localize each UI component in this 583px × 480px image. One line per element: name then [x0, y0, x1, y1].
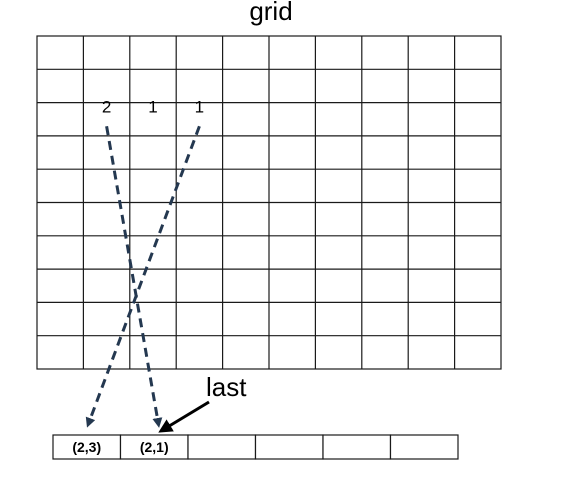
- last-pointer: last: [158, 372, 247, 433]
- grid-cell-label: 1: [148, 97, 157, 116]
- last-pointer-label: last: [206, 372, 247, 402]
- grid-cell-labels: 2 1 1: [102, 97, 204, 116]
- list-cell: [322, 434, 392, 460]
- list-cell: [119, 434, 189, 460]
- grid-title: grid: [249, 0, 292, 26]
- grid-cell-label: 2: [102, 97, 111, 116]
- list-cell: [254, 434, 324, 460]
- last-pointer-arrow: [158, 400, 210, 433]
- list-cell: [187, 434, 257, 460]
- mapping-arrows: [85, 125, 201, 428]
- mapping-arrow: [105, 125, 163, 428]
- grid-cell-label: 1: [195, 97, 204, 116]
- mapping-arrow: [85, 125, 201, 428]
- list-cell: [389, 434, 459, 460]
- list-cell-label: (2,1): [140, 439, 169, 455]
- result-list: (2,3) (2,1): [52, 434, 459, 460]
- grid: [36, 35, 502, 370]
- list-cell-label: (2,3): [72, 439, 101, 455]
